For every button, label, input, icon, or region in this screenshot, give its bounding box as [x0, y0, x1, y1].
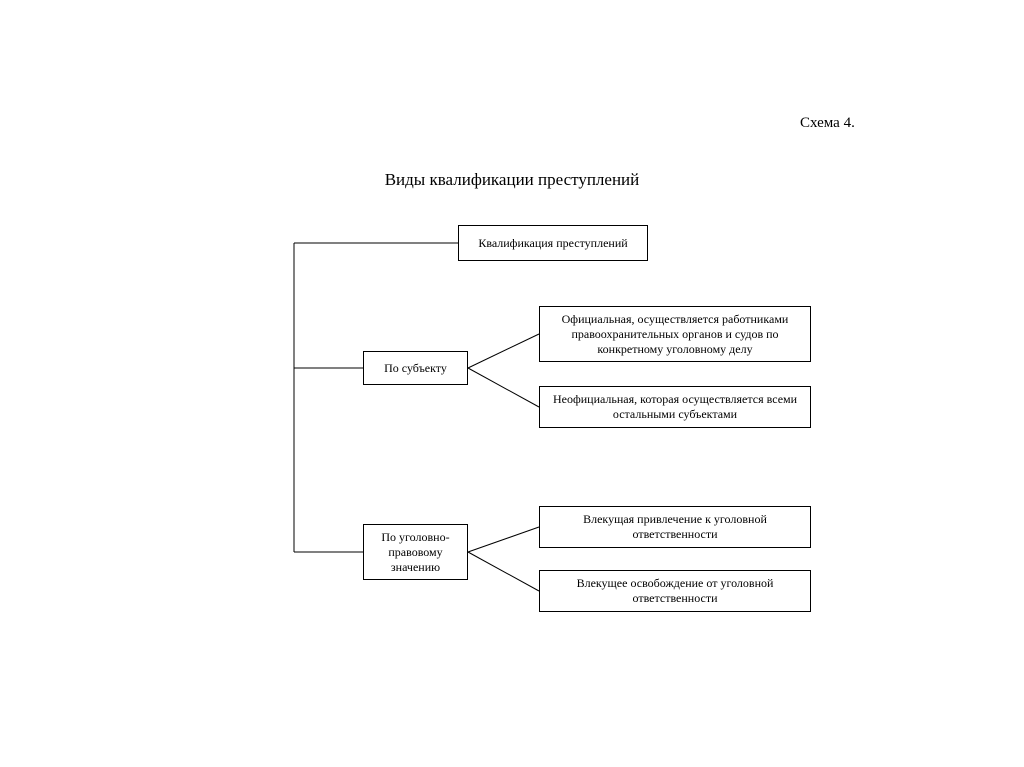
scheme-number-label: Схема 4. — [800, 115, 855, 132]
node-legal: По уголовно-правовому значению — [363, 524, 468, 580]
diagram-title: Виды квалификации преступлений — [0, 170, 1024, 190]
diagram-canvas: Схема 4. Виды квалификации преступлений … — [0, 0, 1024, 767]
node-off: Официальная, осуществляется работниками … — [539, 306, 811, 362]
node-subject: По субъекту — [363, 351, 468, 385]
node-root: Квалификация преступлений — [458, 225, 648, 261]
node-lead: Влекущая привлечение к уголовной ответст… — [539, 506, 811, 548]
connector-lines — [0, 0, 1024, 767]
node-unoff: Неофициальная, которая осуществляется вс… — [539, 386, 811, 428]
node-free: Влекущее освобождение от уголовной ответ… — [539, 570, 811, 612]
